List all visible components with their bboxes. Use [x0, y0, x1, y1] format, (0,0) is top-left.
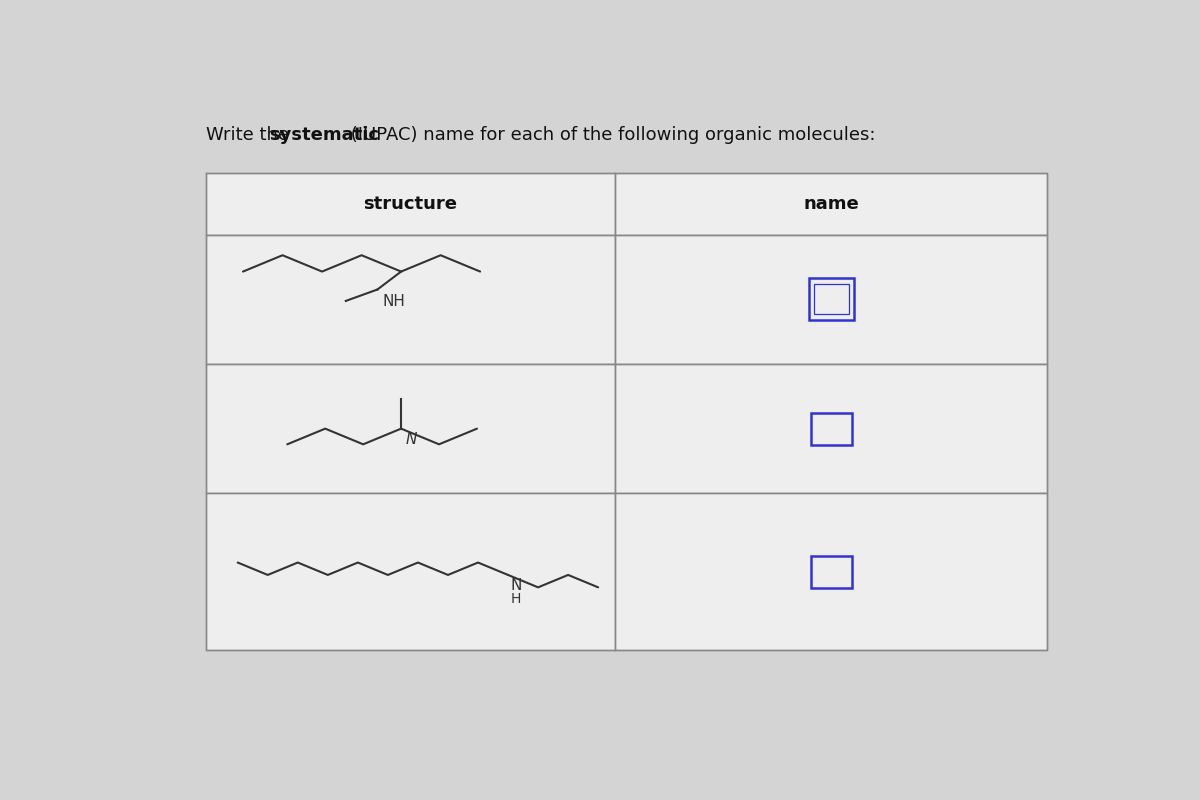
Text: Write the: Write the — [206, 126, 294, 144]
Text: structure: structure — [364, 195, 457, 213]
Text: (IUPAC) name for each of the following organic molecules:: (IUPAC) name for each of the following o… — [346, 126, 876, 144]
Bar — [206, 494, 616, 650]
Text: N: N — [406, 432, 418, 446]
Text: name: name — [803, 195, 859, 213]
Bar — [616, 234, 1048, 364]
Text: N: N — [511, 578, 522, 593]
Text: systematic: systematic — [269, 126, 379, 144]
Bar — [809, 278, 853, 320]
Bar — [616, 494, 1048, 650]
Bar — [206, 364, 616, 494]
Bar — [616, 364, 1048, 494]
Text: NH: NH — [382, 294, 404, 310]
Text: H: H — [511, 592, 521, 606]
Bar — [206, 234, 616, 364]
Bar — [206, 173, 616, 234]
Bar — [814, 285, 848, 314]
Bar — [616, 173, 1048, 234]
Bar — [811, 413, 852, 445]
Bar — [811, 556, 852, 588]
